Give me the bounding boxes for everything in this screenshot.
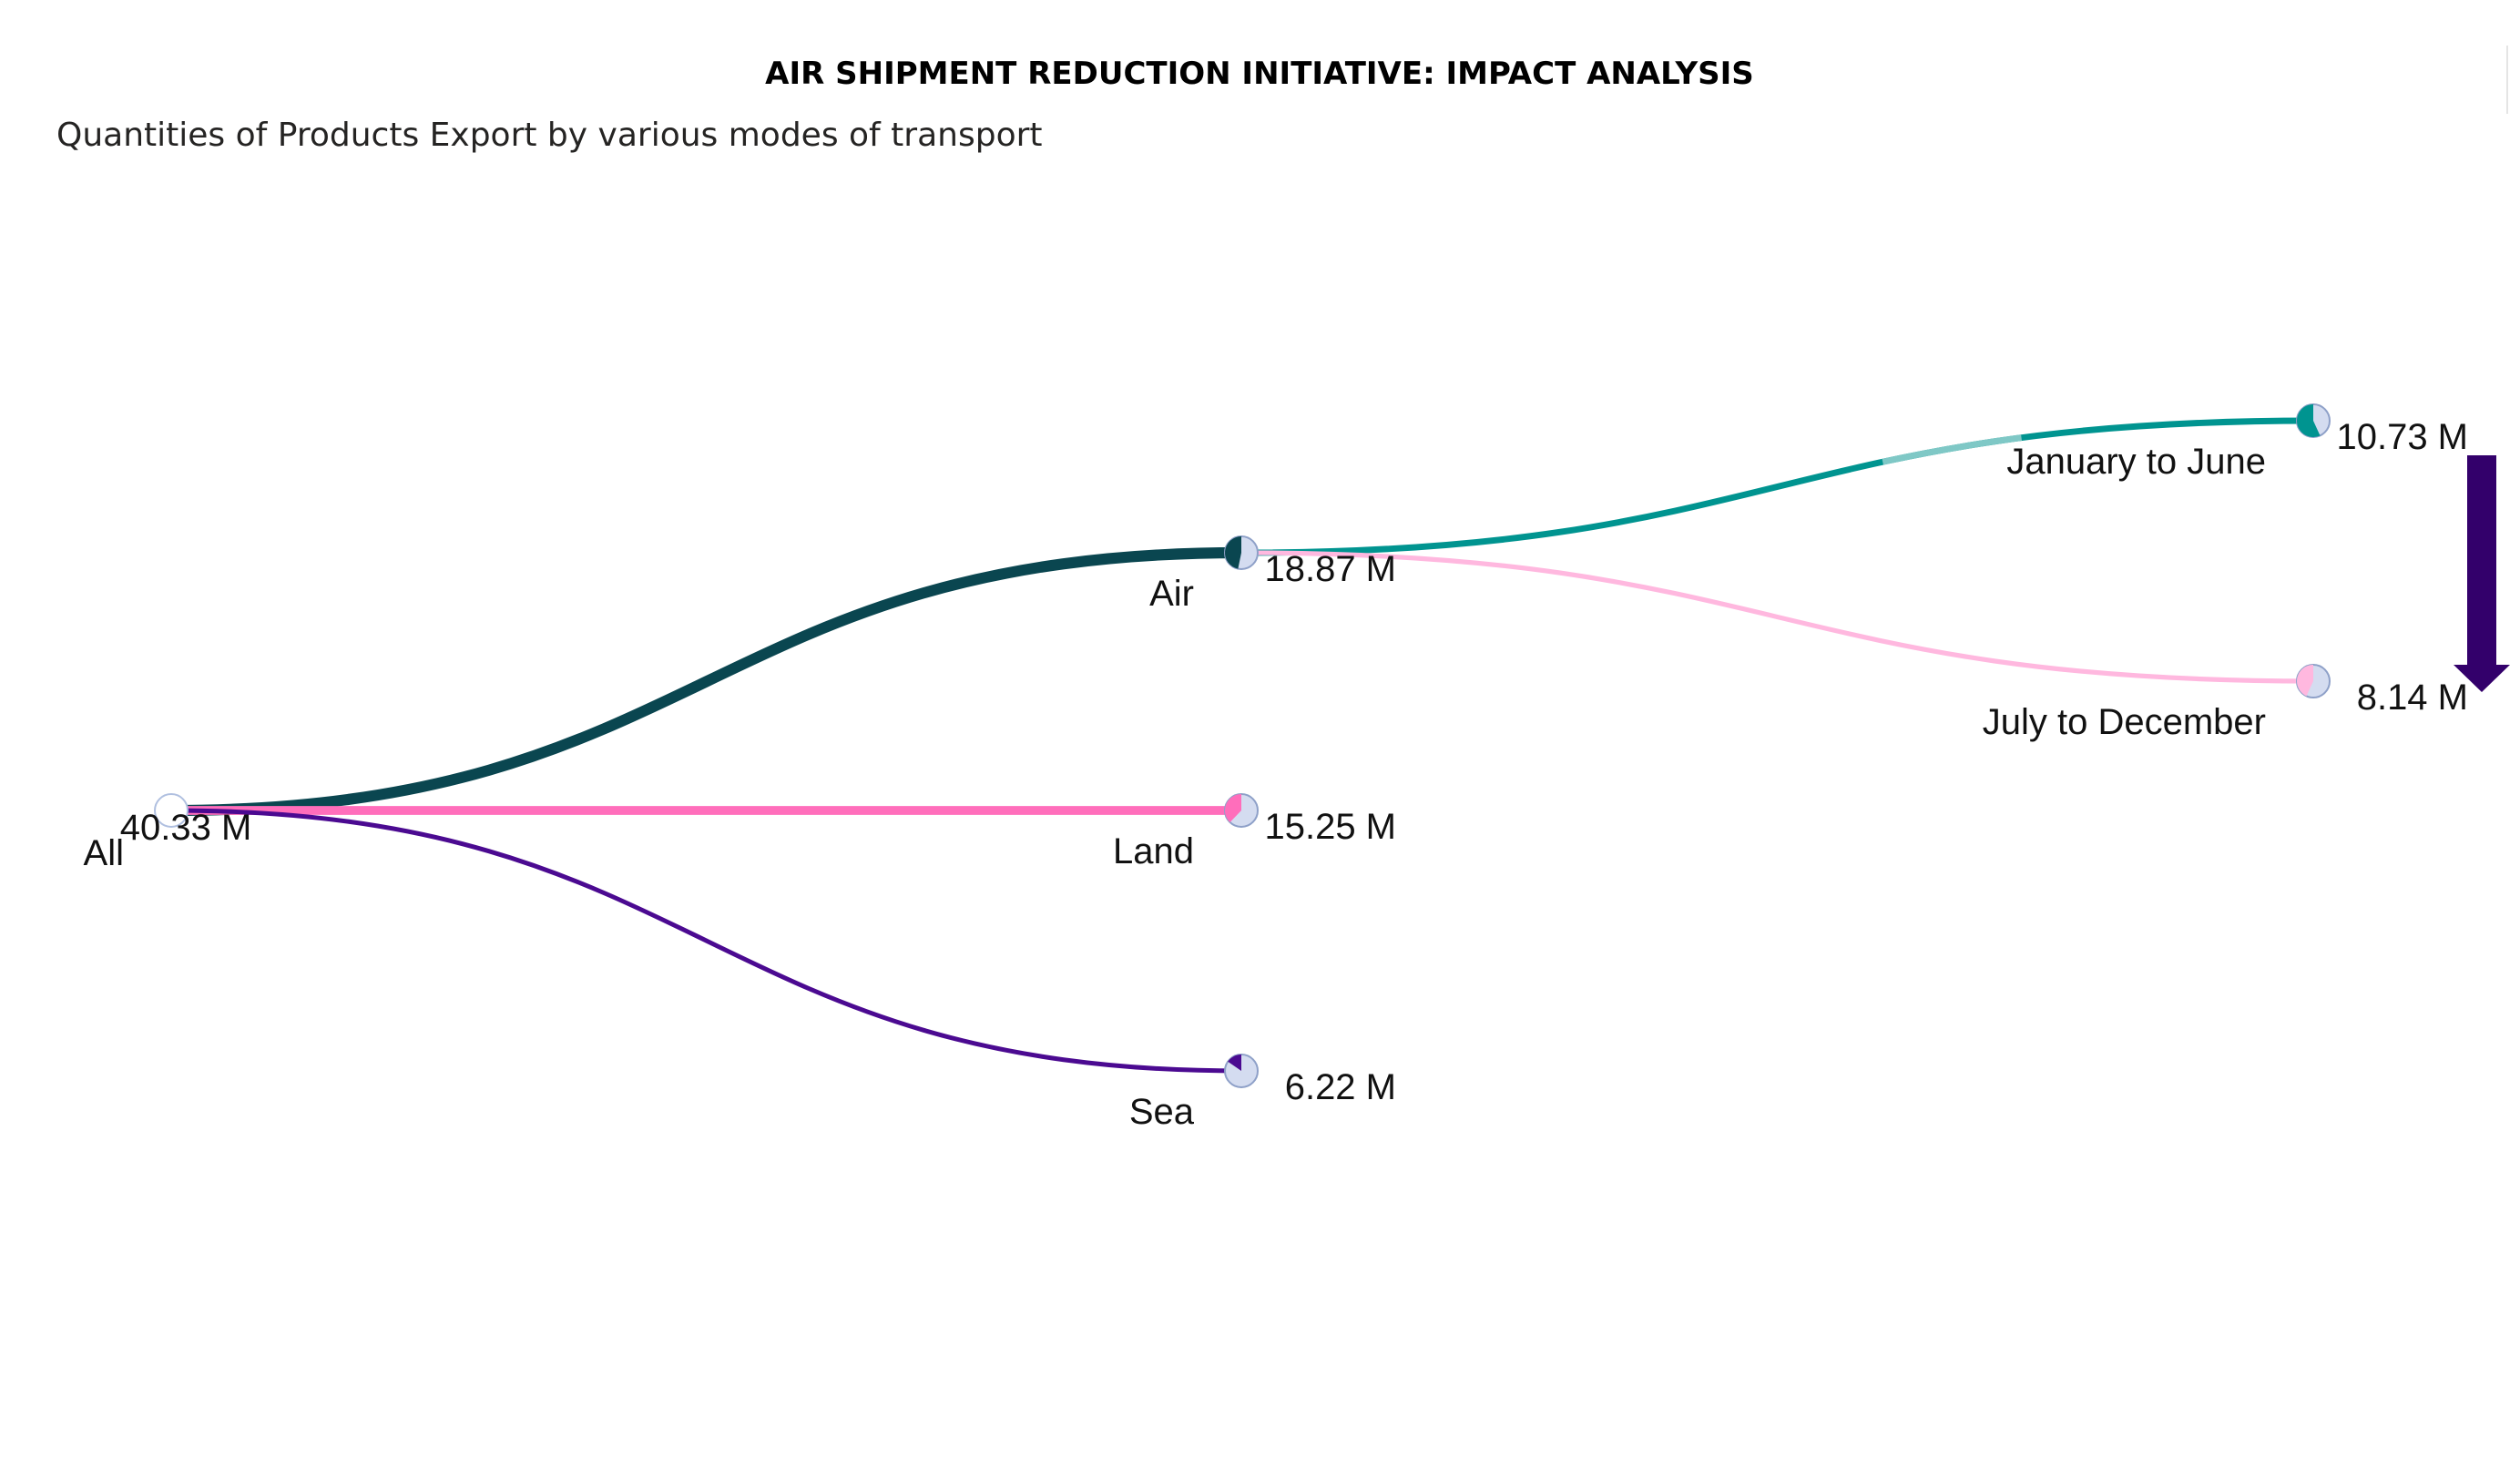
node-label-jan-jun: January to June <box>2006 442 2266 482</box>
value-label-jul-dec: 8.14 M <box>2357 678 2468 718</box>
arrow-down-icon <box>2454 455 2510 692</box>
node-jan-jun[interactable] <box>2296 403 2331 438</box>
value-label-air: 18.87 M <box>1264 549 1396 589</box>
labels-layer: Air 18.87 M Land 15.25 M Sea 6.22 M January to… <box>84 417 2468 1132</box>
chart-subtitle: Quantities of Products Export by various… <box>56 117 1043 154</box>
value-label-land: 15.25 M <box>1264 807 1396 847</box>
value-label-sea: 6.22 M <box>1285 1067 1396 1107</box>
value-label-all: 40.33 M <box>120 808 252 848</box>
node-label-all: All <box>84 833 124 873</box>
indicator-layer <box>2454 455 2510 692</box>
node-label-air: Air <box>1149 574 1194 614</box>
link-all-to-sea[interactable] <box>170 808 1242 1074</box>
node-label-jul-dec: July to December <box>1983 702 2266 742</box>
link-air-to-jul-dec[interactable] <box>1240 550 2314 684</box>
link-all-to-air[interactable] <box>170 546 1242 817</box>
node-air[interactable] <box>1224 535 1259 570</box>
node-land[interactable] <box>1224 793 1259 828</box>
chart-title: AIR SHIPMENT REDUCTION INITIATIVE: IMPAC… <box>765 56 1754 92</box>
value-label-jan-jun: 10.73 M <box>2336 417 2468 457</box>
node-sea[interactable] <box>1224 1054 1259 1088</box>
node-all[interactable] <box>154 793 189 828</box>
nodes-layer <box>154 403 2331 1088</box>
node-label-land: Land <box>1113 831 1194 871</box>
link-air-to-jan-jun[interactable] <box>1240 417 2314 556</box>
node-label-sea: Sea <box>1129 1092 1195 1132</box>
links-layer <box>170 417 2314 1074</box>
node-jul-dec[interactable] <box>2296 664 2331 698</box>
